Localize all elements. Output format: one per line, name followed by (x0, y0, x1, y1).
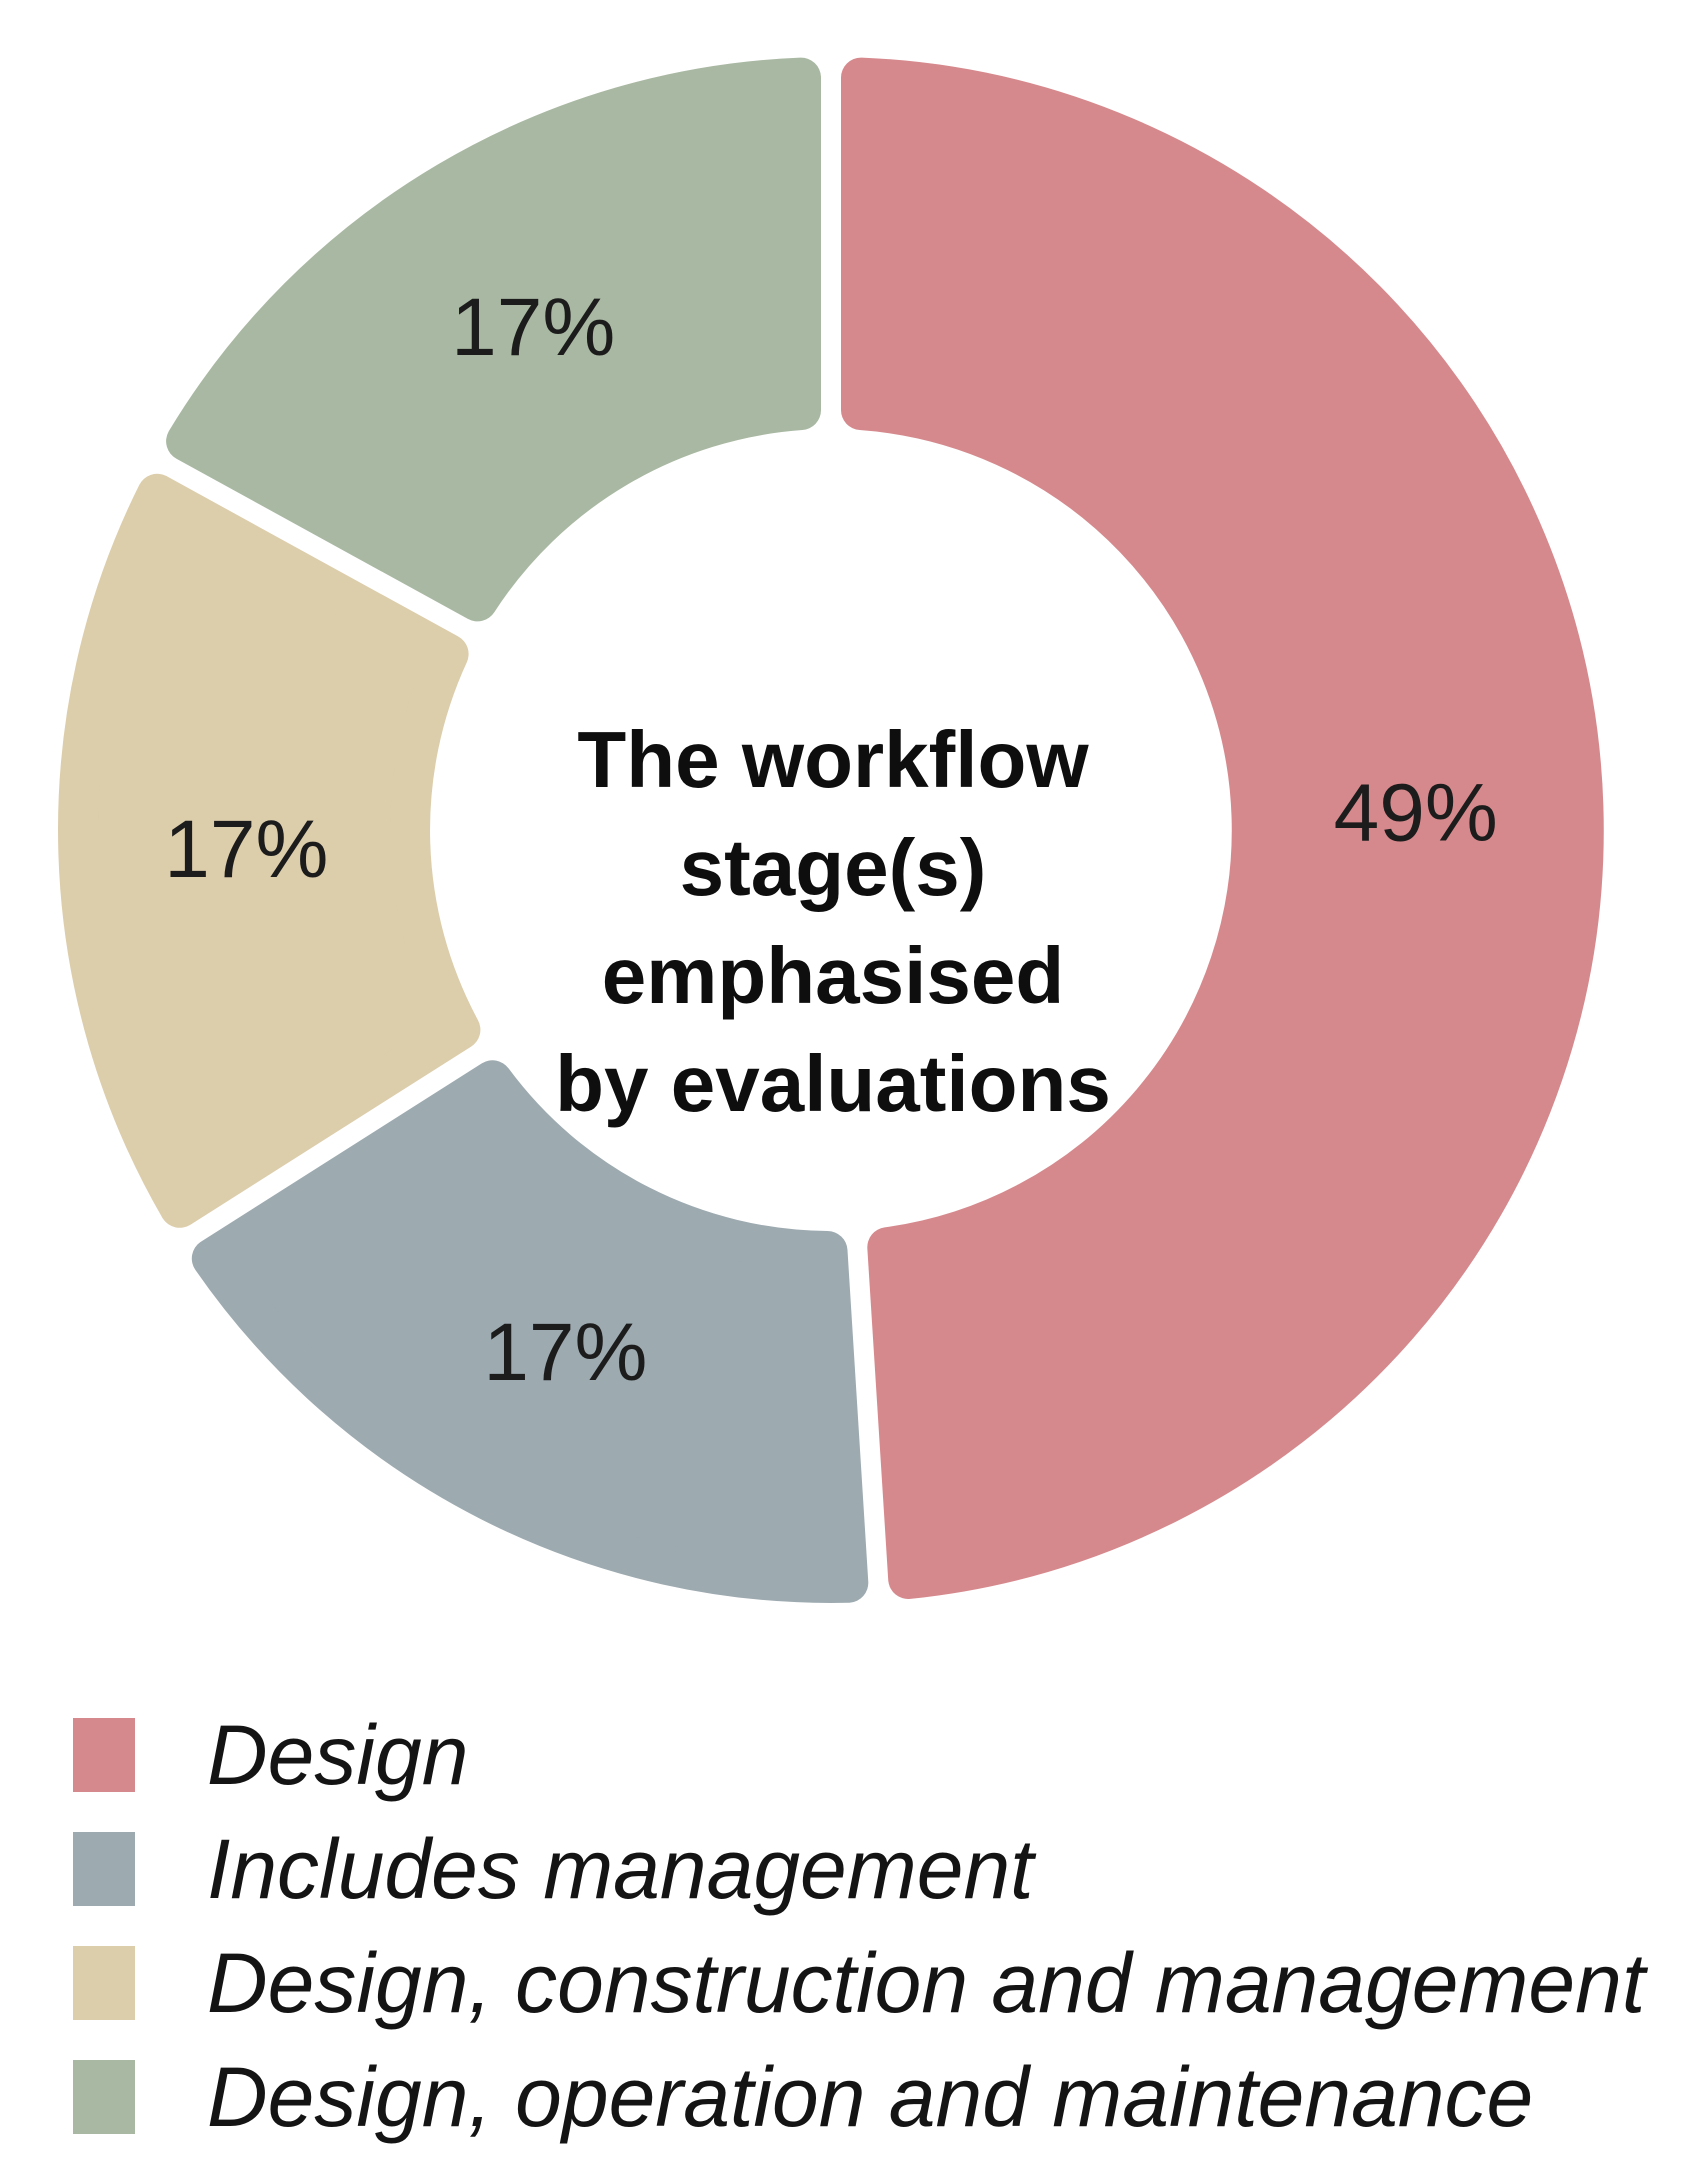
legend-label: Design, operation and maintenance (207, 2050, 1534, 2144)
chart-title-line: The workflow (577, 715, 1089, 804)
legend-swatch-includes-management (73, 1832, 135, 1906)
slice-label-includes-management: 17% (483, 1307, 647, 1398)
donut-chart: 49% 17% 17% 17% (58, 57, 1604, 1603)
legend-swatch-design (73, 1718, 135, 1792)
chart-title-line: stage(s) (679, 823, 987, 912)
legend-item: Design, operation and maintenance (73, 2040, 1645, 2154)
slice-label-design: 49% (1334, 767, 1498, 858)
chart-center-title: The workflow stage(s) emphasised by eval… (333, 706, 1333, 1138)
slice-design-construction-and-management (58, 473, 481, 1228)
legend-item: Design, construction and management (73, 1926, 1645, 2040)
chart-title-line: emphasised (601, 931, 1065, 1020)
slice-label-design-construction-and-management: 17% (164, 804, 328, 895)
legend-item: Design (73, 1698, 1645, 1812)
slice-design-operation-and-maintenance (166, 57, 821, 622)
legend-swatch-design-construction-and-management (73, 1946, 135, 2020)
chart-title-line: by evaluations (555, 1039, 1111, 1128)
legend-swatch-design-operation-and-maintenance (73, 2060, 135, 2134)
slice-label-design-operation-and-maintenance: 17% (451, 282, 615, 373)
slice-includes-management (191, 1060, 869, 1603)
legend-label: Design (207, 1708, 469, 1802)
legend-label: Design, construction and management (207, 1936, 1646, 2030)
legend-label: Includes management (207, 1822, 1034, 1916)
chart-legend: Design Includes management Design, const… (73, 1698, 1645, 2154)
slice-design (841, 57, 1604, 1599)
legend-item: Includes management (73, 1812, 1645, 1926)
